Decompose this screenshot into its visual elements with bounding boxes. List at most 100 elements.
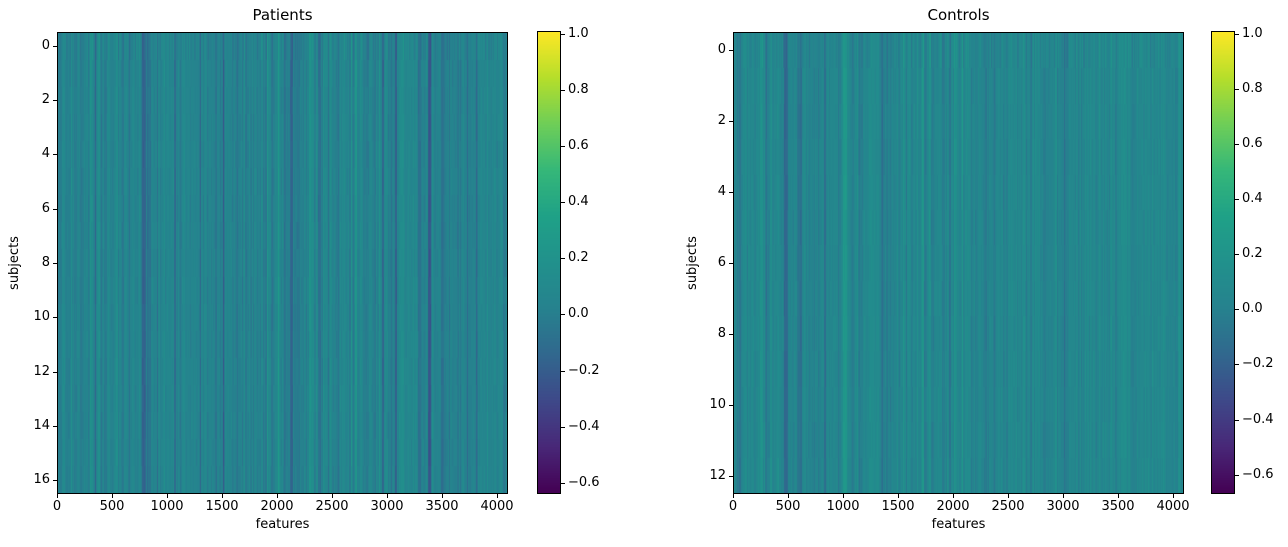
x-tick-label: 3000: [1046, 499, 1080, 514]
colorbar-tick-mark: [561, 427, 565, 428]
x-tick-mark: [843, 494, 844, 498]
y-tick-mark: [729, 334, 733, 335]
y-tick-label: 8: [717, 326, 726, 341]
x-tick-label: 500: [775, 499, 801, 514]
controls-heatmap-axes: [733, 32, 1184, 494]
x-tick-label: 1500: [881, 499, 915, 514]
y-tick-mark: [53, 372, 57, 373]
colorbar-tick-mark: [1235, 144, 1239, 145]
colorbar-tick-label: −0.4: [1242, 412, 1274, 427]
colorbar-tick-mark: [561, 202, 565, 203]
patients-title: Patients: [252, 6, 313, 24]
y-tick-mark: [53, 100, 57, 101]
colorbar-tick-label: −0.6: [1242, 467, 1274, 482]
x-tick-label: 3500: [1101, 499, 1135, 514]
x-tick-label: 1500: [205, 499, 239, 514]
y-tick-label: 12: [709, 468, 726, 483]
x-tick-label: 2000: [936, 499, 970, 514]
colorbar-tick-label: 0.2: [568, 250, 589, 265]
colorbar-tick-mark: [1235, 364, 1239, 365]
x-tick-mark: [1118, 494, 1119, 498]
y-tick-label: 12: [33, 364, 50, 379]
y-tick-label: 10: [33, 309, 50, 324]
colorbar-tick-mark: [1235, 309, 1239, 310]
colorbar-tick-mark: [1235, 420, 1239, 421]
x-tick-mark: [387, 494, 388, 498]
colorbar-tick-label: 0.4: [1242, 191, 1263, 206]
x-tick-label: 4000: [480, 499, 514, 514]
colorbar-tick-label: −0.6: [568, 475, 600, 490]
x-tick-label: 3000: [370, 499, 404, 514]
x-tick-label: 1000: [826, 499, 860, 514]
x-tick-mark: [497, 494, 498, 498]
controls-heatmap-canvas: [734, 33, 1183, 493]
y-tick-mark: [729, 405, 733, 406]
y-tick-mark: [729, 192, 733, 193]
colorbar-tick-mark: [561, 90, 565, 91]
colorbar-tick-label: 0.2: [1242, 246, 1263, 261]
x-tick-mark: [1173, 494, 1174, 498]
x-tick-label: 2000: [260, 499, 294, 514]
colorbar-tick-mark: [1235, 199, 1239, 200]
colorbar-tick-label: −0.2: [568, 363, 600, 378]
colorbar-tick-label: 0.8: [1242, 81, 1263, 96]
x-tick-mark: [167, 494, 168, 498]
colorbar-tick-mark: [561, 258, 565, 259]
controls-x-axis-label: features: [931, 517, 986, 532]
y-tick-mark: [53, 480, 57, 481]
x-tick-mark: [57, 494, 58, 498]
colorbar-tick-mark: [561, 146, 565, 147]
y-tick-label: 0: [717, 42, 726, 57]
x-tick-mark: [332, 494, 333, 498]
y-tick-label: 0: [41, 38, 50, 53]
colorbar-tick-mark: [561, 483, 565, 484]
y-tick-label: 14: [33, 418, 50, 433]
x-tick-mark: [953, 494, 954, 498]
y-tick-label: 8: [41, 255, 50, 270]
colorbar-tick-label: 0.8: [568, 82, 589, 97]
y-tick-label: 6: [717, 255, 726, 270]
x-tick-mark: [788, 494, 789, 498]
x-tick-mark: [898, 494, 899, 498]
y-tick-mark: [53, 209, 57, 210]
controls-colorbar: [1211, 31, 1235, 494]
colorbar-tick-mark: [561, 314, 565, 315]
x-tick-label: 2500: [991, 499, 1025, 514]
x-tick-mark: [1008, 494, 1009, 498]
x-tick-label: 1000: [150, 499, 184, 514]
y-tick-mark: [53, 317, 57, 318]
x-tick-mark: [442, 494, 443, 498]
y-tick-label: 6: [41, 201, 50, 216]
y-tick-label: 10: [709, 397, 726, 412]
x-tick-label: 4000: [1156, 499, 1190, 514]
patients-colorbar: [537, 31, 561, 494]
patients-heatmap-axes: [57, 32, 508, 494]
colorbar-tick-mark: [561, 34, 565, 35]
patients-heatmap-canvas: [58, 33, 507, 493]
y-tick-label: 16: [33, 472, 50, 487]
colorbar-tick-label: 0.4: [568, 194, 589, 209]
y-tick-label: 4: [717, 184, 726, 199]
x-tick-label: 500: [99, 499, 125, 514]
x-tick-label: 2500: [315, 499, 349, 514]
colorbar-tick-label: 0.6: [568, 138, 589, 153]
colorbar-tick-mark: [1235, 89, 1239, 90]
x-tick-label: 3500: [425, 499, 459, 514]
x-tick-label: 0: [728, 499, 738, 514]
colorbar-tick-label: 1.0: [568, 26, 589, 41]
colorbar-tick-label: 0.6: [1242, 136, 1263, 151]
y-tick-label: 4: [41, 146, 50, 161]
patients-x-axis-label: features: [255, 517, 310, 532]
colorbar-tick-mark: [561, 371, 565, 372]
colorbar-tick-label: −0.2: [1242, 356, 1274, 371]
patients-colorbar-canvas: [538, 32, 560, 493]
x-tick-label: 0: [52, 499, 62, 514]
colorbar-tick-label: 0.0: [568, 306, 589, 321]
colorbar-tick-label: −0.4: [568, 419, 600, 434]
colorbar-tick-mark: [1235, 475, 1239, 476]
x-tick-mark: [733, 494, 734, 498]
x-tick-mark: [222, 494, 223, 498]
y-tick-mark: [729, 476, 733, 477]
y-tick-mark: [53, 263, 57, 264]
